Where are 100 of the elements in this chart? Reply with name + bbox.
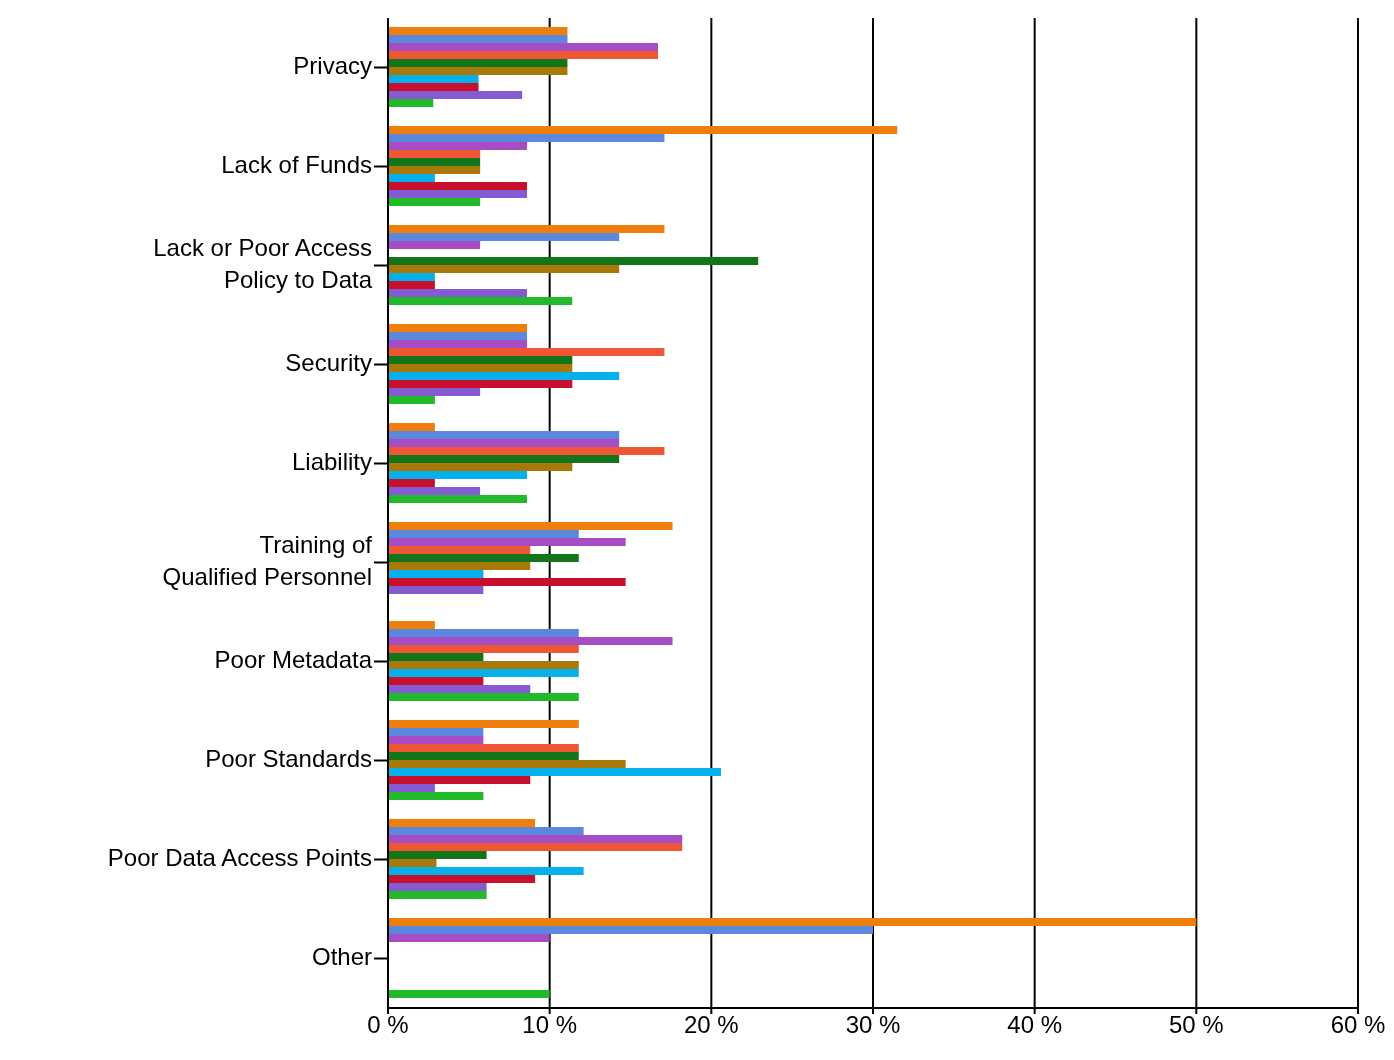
bar	[388, 561, 531, 570]
bar	[388, 379, 573, 388]
y-tick-label: Privacy	[293, 51, 372, 79]
bar	[388, 395, 435, 404]
y-tick-label: Training of Qualified Personnel	[162, 530, 373, 590]
bar	[388, 42, 658, 51]
y-tick-label: Lack or Poor Access Policy to Data	[153, 233, 373, 293]
x-tick-label: 60 %	[1330, 1011, 1386, 1039]
bar	[388, 767, 722, 776]
bar	[388, 684, 531, 693]
bar	[388, 470, 528, 479]
bar	[388, 529, 579, 538]
bar	[388, 553, 579, 562]
bar	[388, 727, 484, 736]
bar	[388, 486, 481, 495]
bar	[388, 537, 626, 546]
y-tick-label: Other	[311, 942, 372, 970]
y-tick-label: Poor Metadata	[214, 645, 373, 673]
bar	[388, 521, 673, 530]
bar	[388, 925, 873, 934]
bar	[388, 331, 528, 340]
bar	[388, 842, 683, 851]
bar	[388, 347, 665, 356]
bar	[388, 371, 620, 380]
bar	[388, 50, 658, 59]
y-tick-label: Security	[285, 348, 372, 376]
bar	[388, 240, 481, 249]
bar	[388, 157, 481, 166]
bar	[388, 866, 584, 875]
bar	[388, 989, 550, 998]
bar	[388, 288, 528, 297]
bar	[388, 545, 531, 554]
bar	[388, 438, 620, 447]
bar	[388, 224, 665, 233]
bar	[388, 149, 481, 158]
bar	[388, 165, 481, 174]
bar	[388, 660, 579, 669]
y-tick-label: Liability	[291, 447, 372, 475]
x-tick-label: 0 %	[367, 1011, 409, 1039]
bar	[388, 676, 484, 685]
y-tick-label: Lack of Funds	[221, 150, 372, 178]
bar	[388, 272, 435, 281]
bar	[388, 585, 484, 594]
bar	[388, 387, 481, 396]
bar	[388, 620, 435, 629]
bar	[388, 751, 579, 760]
bar	[388, 462, 573, 471]
bar	[388, 430, 620, 439]
y-tick-label: Poor Standards	[205, 744, 372, 772]
bar	[388, 494, 528, 503]
x-tick-label: 10 %	[522, 1011, 578, 1039]
bar	[388, 668, 579, 677]
bar	[388, 569, 484, 578]
bar	[388, 577, 626, 586]
bar	[388, 133, 665, 142]
bar	[388, 454, 620, 463]
bar	[388, 141, 528, 150]
bar	[388, 858, 437, 867]
bar	[388, 644, 579, 653]
bar	[388, 197, 481, 206]
x-tick-label: 20 %	[683, 1011, 739, 1039]
bar	[388, 58, 568, 67]
bar	[388, 636, 673, 645]
bar	[388, 256, 759, 265]
bar	[388, 280, 435, 289]
bar	[388, 66, 568, 75]
bar	[388, 181, 528, 190]
bar	[388, 363, 573, 372]
bar	[388, 323, 528, 332]
bar	[388, 189, 528, 198]
bar	[388, 90, 523, 99]
bar	[388, 791, 484, 800]
bar	[388, 82, 479, 91]
bar	[388, 818, 536, 827]
bar	[388, 74, 479, 83]
y-tick-label: Poor Data Access Points	[107, 843, 372, 871]
x-tick-label: 50 %	[1168, 1011, 1224, 1039]
bar	[388, 834, 683, 843]
bar	[388, 628, 579, 637]
x-tick-label: 40 %	[1007, 1011, 1063, 1039]
bar	[388, 34, 568, 43]
bar	[388, 850, 487, 859]
bar	[388, 296, 573, 305]
x-tick-label: 30 %	[845, 1011, 901, 1039]
bar	[388, 759, 626, 768]
bar	[388, 652, 484, 661]
bar	[388, 173, 435, 182]
bar	[388, 775, 531, 784]
bar	[388, 355, 573, 364]
bar	[388, 826, 584, 835]
bar	[388, 933, 550, 942]
bar	[388, 232, 620, 241]
bar	[388, 783, 435, 792]
bar	[388, 125, 898, 134]
bar	[388, 882, 487, 891]
bar	[388, 719, 579, 728]
bar	[388, 692, 579, 701]
bar	[388, 735, 484, 744]
bar	[388, 446, 665, 455]
bar	[388, 743, 579, 752]
